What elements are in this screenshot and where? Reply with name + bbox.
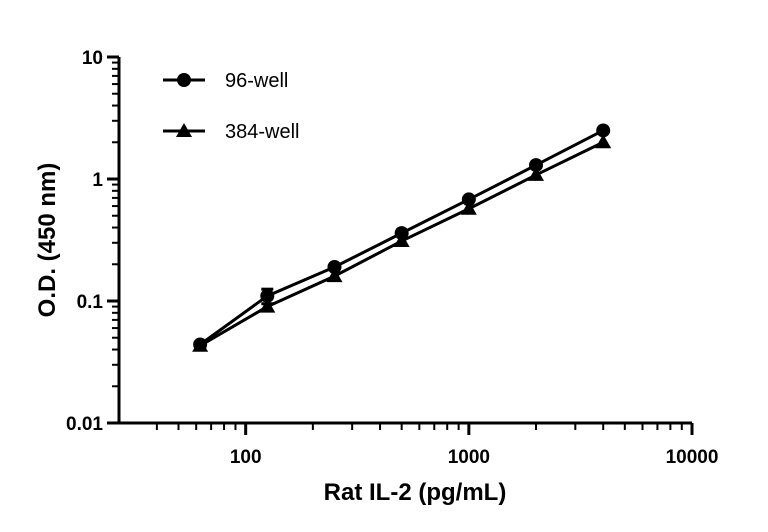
y-tick-label: 1 — [92, 170, 103, 191]
data-point-triangle — [393, 233, 410, 248]
legend-marker-triangle — [176, 123, 192, 137]
y-axis-label: O.D. (450 nm) — [34, 163, 61, 318]
legend-label-96-well: 96-well — [225, 70, 288, 92]
data-point-circle — [260, 288, 275, 303]
legend: 96-well 384-well — [163, 70, 299, 143]
x-axis-label: Rat IL-2 (pg/mL) — [324, 479, 507, 506]
axes: 0.01 0.1 1 10 100 1000 10000 — [66, 48, 718, 468]
data-point-circle — [461, 192, 476, 207]
legend-label-384-well: 384-well — [225, 121, 299, 143]
data-point-circle — [596, 123, 611, 138]
data-point-circle — [529, 158, 544, 173]
y-tick-label: 0.1 — [77, 292, 104, 313]
x-tick-label: 100 — [230, 447, 262, 468]
legend-marker-circle — [177, 73, 191, 87]
x-tick-label: 10000 — [666, 447, 719, 468]
data-point-triangle — [192, 337, 209, 352]
data-point-triangle — [595, 134, 612, 149]
data-point-triangle — [460, 200, 477, 215]
data-point-triangle — [259, 298, 276, 313]
data-point-triangle — [528, 166, 545, 181]
y-tick-label: 0.01 — [66, 414, 103, 435]
x-tick-label: 1000 — [448, 447, 490, 468]
data-point-circle — [327, 259, 342, 274]
y-tick-label: 10 — [82, 48, 103, 69]
marks — [192, 123, 612, 352]
data-point-triangle — [326, 268, 343, 283]
